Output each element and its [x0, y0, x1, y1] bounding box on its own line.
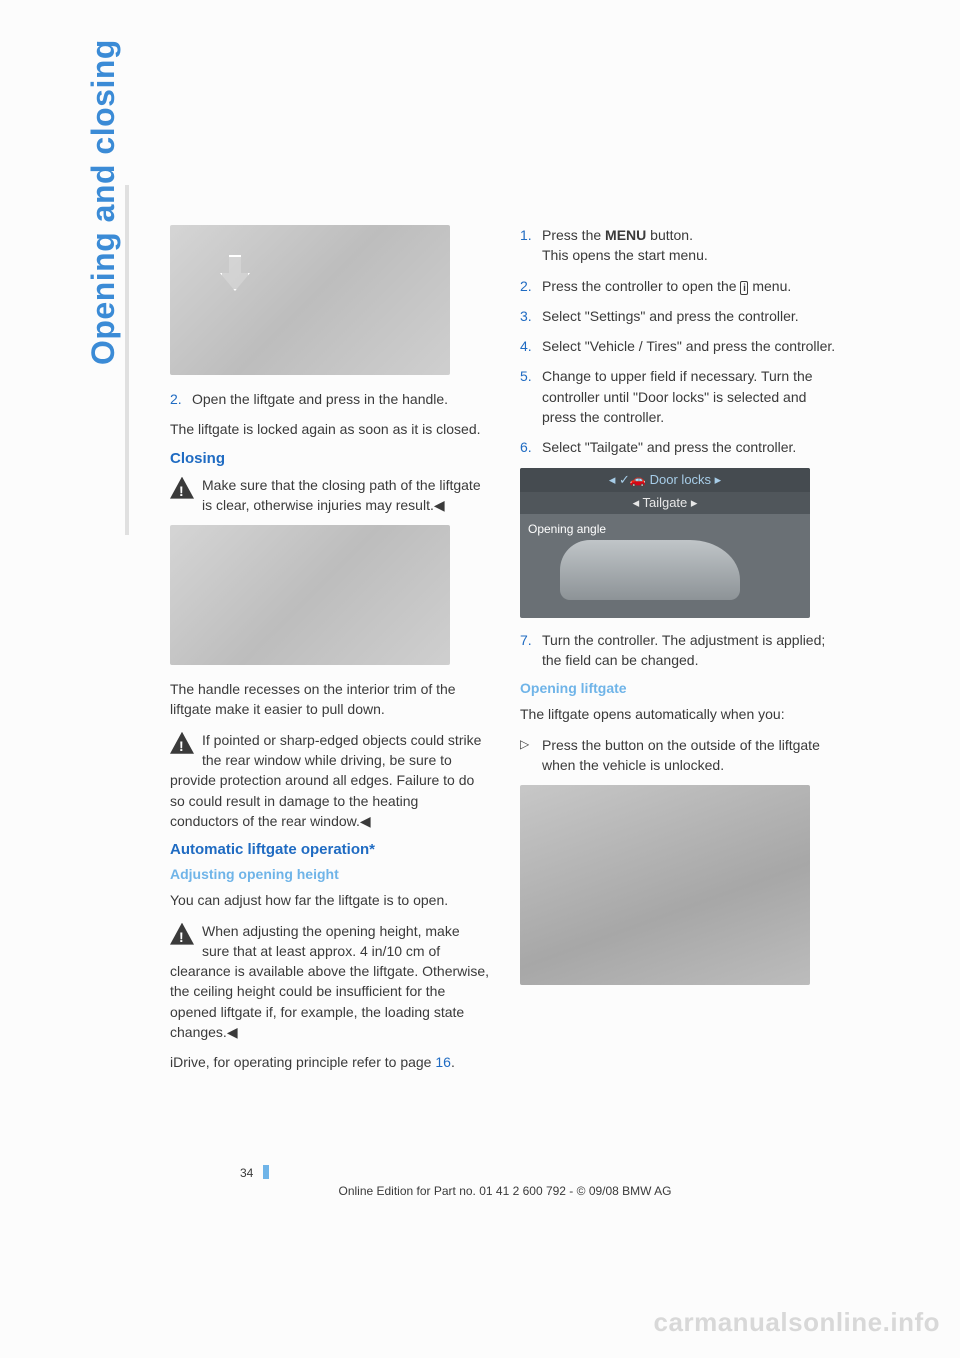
warning-icon [170, 732, 194, 754]
step-number: 7. [520, 630, 532, 650]
step-text: Change to upper field if necessary. Turn… [542, 368, 813, 425]
idrive-car-graphic [560, 540, 740, 600]
warning-block: If pointed or sharp-edged objects could … [170, 730, 490, 831]
warning-icon [170, 923, 194, 945]
step-item: 5. Change to upper field if necessary. T… [520, 366, 840, 427]
step-item: 6. Select "Tailgate" and press the contr… [520, 437, 840, 457]
figure-liftgate-handle [170, 225, 450, 375]
step-item: 7. Turn the controller. The adjustment i… [520, 630, 840, 671]
step-subtext: This opens the start menu. [542, 247, 708, 263]
body-text: The liftgate is locked again as soon as … [170, 419, 490, 439]
step-number: 6. [520, 437, 532, 457]
step-text: Select "Settings" and press the controll… [542, 308, 799, 324]
step-text: Select "Tailgate" and press the controll… [542, 439, 796, 455]
body-text: The liftgate opens automatically when yo… [520, 704, 840, 724]
step-text: Select "Vehicle / Tires" and press the c… [542, 338, 835, 354]
warning-text: Make sure that the closing path of the l… [202, 477, 481, 513]
bullet-item: Press the button on the outside of the l… [520, 735, 840, 776]
section-title-vertical: Opening and closing [85, 39, 122, 365]
step-item: 1. Press the MENU button. This opens the… [520, 225, 840, 266]
step-number: 3. [520, 306, 532, 326]
warning-text: When adjusting the opening height, make … [170, 923, 489, 1040]
edition-line: Online Edition for Part no. 01 41 2 600 … [170, 1184, 840, 1198]
step-number: 5. [520, 366, 532, 386]
menu-button-label: MENU [605, 227, 646, 243]
step-text-pre: Press the [542, 227, 605, 243]
content-area: 2. Open the liftgate and press in the ha… [170, 225, 840, 1083]
step-text-post: button. [646, 227, 693, 243]
right-column: 1. Press the MENU button. This opens the… [520, 225, 840, 1083]
step-text: Turn the controller. The adjustment is a… [542, 632, 825, 668]
page-number-bar-icon [263, 1165, 269, 1179]
heading-automatic-liftgate: Automatic liftgate operation* [170, 841, 490, 858]
idrive-opening-angle-label: Opening angle [528, 522, 606, 536]
body-text: The handle recesses on the interior trim… [170, 679, 490, 720]
figure-idrive-screenshot: ◂ ✓🚗 Door locks ▸ ◂ Tailgate ▸ Opening a… [520, 468, 810, 618]
page-footer: 34 Online Edition for Part no. 01 41 2 6… [170, 1165, 840, 1198]
step-number: 2. [170, 389, 182, 409]
step-text-pre: Press the controller to open the [542, 278, 740, 294]
subheading-adjusting-height: Adjusting opening height [170, 866, 490, 882]
figure-liftgate-exterior-button [520, 785, 810, 985]
warning-text: If pointed or sharp-edged objects could … [170, 732, 481, 829]
step-text: Open the liftgate and press in the handl… [192, 391, 448, 407]
body-text: You can adjust how far the liftgate is t… [170, 890, 490, 910]
figure-liftgate-interior [170, 525, 450, 665]
step-number: 2. [520, 276, 532, 296]
idrive-top-bar: ◂ ✓🚗 Door locks ▸ [520, 468, 810, 492]
idrive-ref-pre: iDrive, for operating principle refer to… [170, 1054, 435, 1070]
step-item: 2. Open the liftgate and press in the ha… [170, 389, 490, 409]
left-column: 2. Open the liftgate and press in the ha… [170, 225, 490, 1083]
step-number: 4. [520, 336, 532, 356]
warning-block: Make sure that the closing path of the l… [170, 475, 490, 516]
watermark: carmanualsonline.info [654, 1307, 940, 1338]
heading-closing: Closing [170, 450, 490, 467]
page-number: 34 [240, 1166, 261, 1180]
step-item: 3. Select "Settings" and press the contr… [520, 306, 840, 326]
idrive-ref-post: . [451, 1054, 455, 1070]
body-text: iDrive, for operating principle refer to… [170, 1052, 490, 1072]
warning-icon [170, 477, 194, 499]
step-item: 4. Select "Vehicle / Tires" and press th… [520, 336, 840, 356]
warning-block: When adjusting the opening height, make … [170, 921, 490, 1043]
arrow-down-icon [220, 255, 250, 291]
idrive-sub-bar: ◂ Tailgate ▸ [520, 492, 810, 514]
step-text-post: menu. [748, 278, 791, 294]
step-number: 1. [520, 225, 532, 245]
bullet-text: Press the button on the outside of the l… [542, 737, 820, 773]
subheading-opening-liftgate: Opening liftgate [520, 680, 840, 696]
page-ref-link[interactable]: 16 [435, 1054, 451, 1070]
step-item: 2. Press the controller to open the i me… [520, 276, 840, 296]
